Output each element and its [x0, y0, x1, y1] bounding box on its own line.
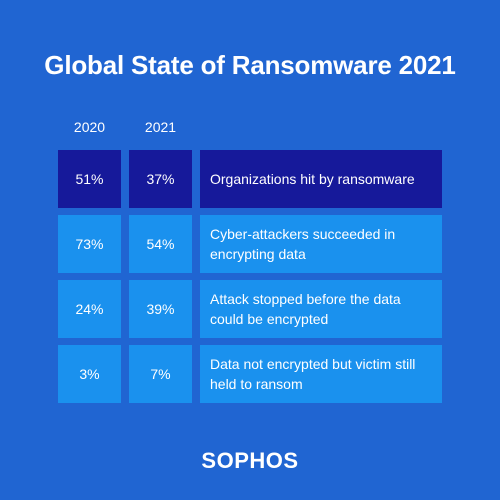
value-2020: 73%	[58, 215, 121, 273]
table-row: 3% 7% Data not encrypted but victim still …	[58, 345, 442, 403]
row-label: Organizations hit by ransomware	[200, 150, 442, 208]
value-2020: 24%	[58, 280, 121, 338]
table-row: 24% 39% Attack stopped before the data cou…	[58, 280, 442, 338]
value-2021: 7%	[129, 345, 192, 403]
column-header-2020: 2020	[73, 119, 106, 135]
column-header-2021: 2021	[144, 119, 177, 135]
value-2021: 39%	[129, 280, 192, 338]
row-label: Attack stopped before the data could be …	[200, 280, 442, 338]
value-2020: 3%	[58, 345, 121, 403]
table-row: 51% 37% Organizations hit by ransomware	[58, 150, 442, 208]
value-2020: 51%	[58, 150, 121, 208]
table-row: 73% 54% Cyber-attackers succeeded in encry…	[58, 215, 442, 273]
value-2021: 54%	[129, 215, 192, 273]
row-label: Cyber-attackers succeeded in encrypting …	[200, 215, 442, 273]
sophos-logo: SOPHOS	[201, 448, 299, 473]
chart-title: Global State of Ransomware 2021	[44, 50, 456, 80]
value-2021: 37%	[129, 150, 192, 208]
row-label: Data not encrypted but victim still held…	[200, 345, 442, 403]
